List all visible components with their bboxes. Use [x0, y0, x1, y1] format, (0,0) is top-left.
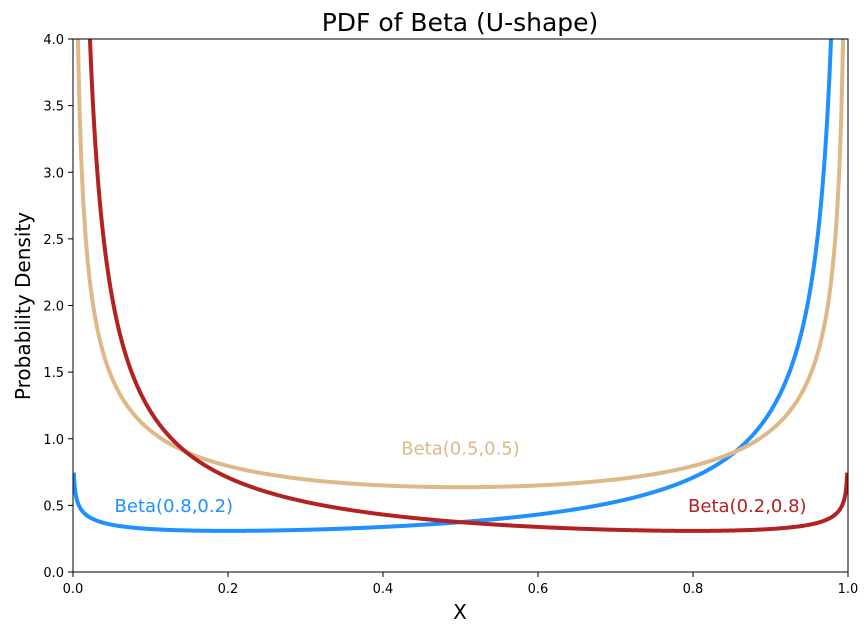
x-axis-label: X — [453, 600, 467, 624]
curve-labels-group: Beta(0.8,0.2) Beta(0.5,0.5) Beta(0.2,0.8) — [115, 439, 807, 517]
series-label-2: Beta(0.2,0.8) — [688, 496, 807, 517]
y-tick-label-4: 2.0 — [43, 300, 64, 315]
y-tick-label-5: 2.5 — [43, 233, 64, 248]
chart-title: PDF of Beta (U-shape) — [322, 8, 599, 37]
x-tick-label-5: 1.0 — [838, 582, 859, 597]
y-tick-label-1: 0.5 — [43, 499, 64, 514]
y-tick-label-3: 1.5 — [43, 366, 64, 381]
x-axis-ticks: 0.0 0.2 0.4 0.6 0.8 1.0 — [63, 572, 859, 597]
series-label-0: Beta(0.8,0.2) — [115, 496, 234, 517]
x-tick-label-3: 0.6 — [528, 582, 549, 597]
series-line-1 — [75, 39, 846, 490]
y-axis-ticks: 0.0 0.5 1.0 1.5 2.0 2.5 3.0 3.5 4.0 — [43, 33, 73, 581]
y-tick-label-6: 3.0 — [43, 166, 64, 181]
y-tick-label-0: 0.0 — [43, 566, 64, 581]
series-label-1: Beta(0.5,0.5) — [401, 439, 520, 460]
y-tick-label-2: 1.0 — [43, 433, 64, 448]
y-tick-label-7: 3.5 — [43, 100, 64, 115]
x-tick-label-4: 0.8 — [683, 582, 704, 597]
x-tick-label-0: 0.0 — [63, 582, 84, 597]
x-tick-label-2: 0.4 — [373, 582, 394, 597]
x-tick-label-1: 0.2 — [218, 582, 239, 597]
y-axis-label: Probability Density — [11, 212, 35, 400]
curves-group — [73, 39, 848, 533]
y-tick-label-8: 4.0 — [43, 33, 64, 48]
series-line-2 — [87, 39, 848, 533]
